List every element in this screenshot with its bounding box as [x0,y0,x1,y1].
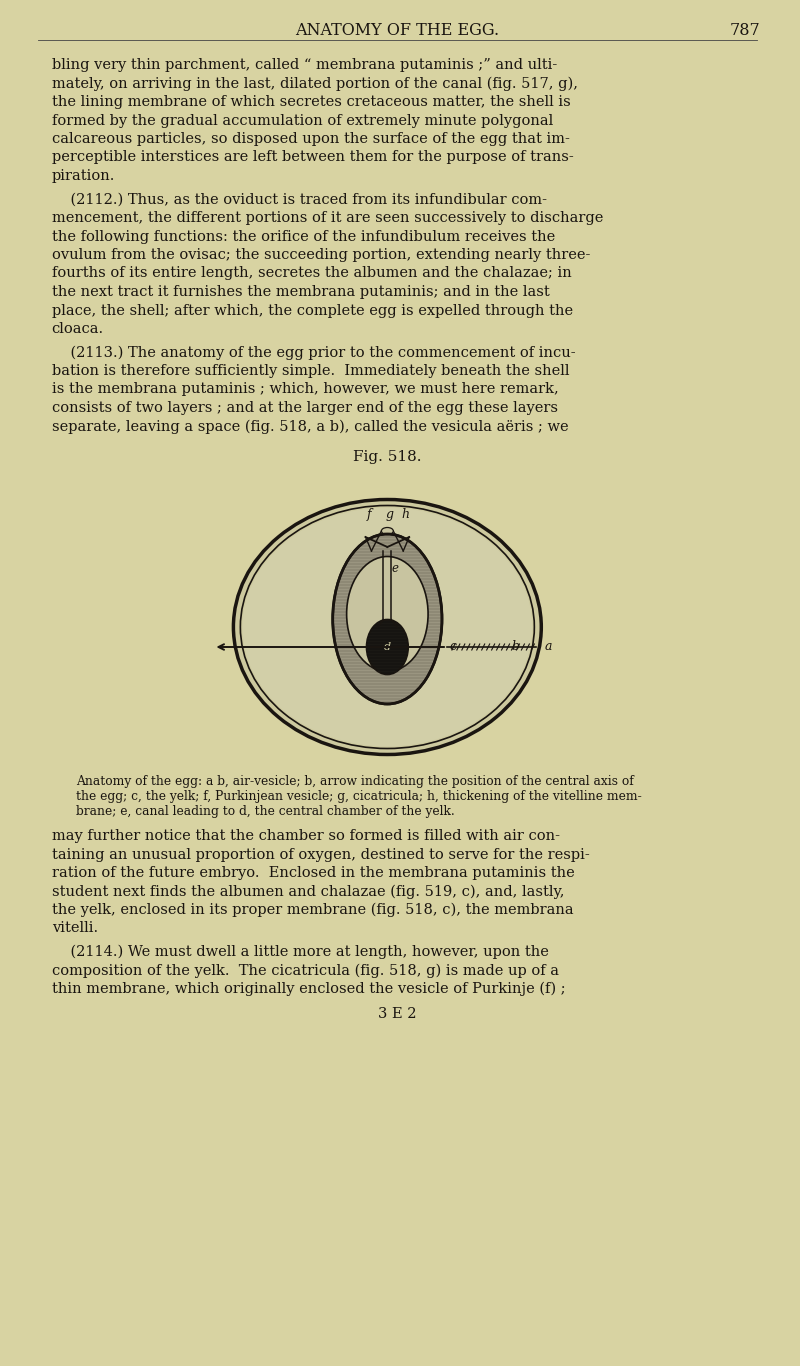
Text: may further notice that the chamber so formed is filled with air con-: may further notice that the chamber so f… [52,829,560,843]
Ellipse shape [333,534,442,703]
Text: b: b [511,641,519,653]
Text: the next tract it furnishes the membrana putaminis; and in the last: the next tract it furnishes the membrana… [52,285,550,299]
Text: the lining membrane of which secretes cretaceous matter, the shell is: the lining membrane of which secretes cr… [52,96,570,109]
Text: e: e [391,563,398,575]
Text: thin membrane, which originally enclosed the vesicle of Purkinje (f) ;: thin membrane, which originally enclosed… [52,982,566,996]
Text: d: d [384,642,391,652]
Text: consists of two layers ; and at the larger end of the egg these layers: consists of two layers ; and at the larg… [52,402,558,415]
Text: the following functions: the orifice of the infundibulum receives the: the following functions: the orifice of … [52,229,555,243]
Ellipse shape [366,620,408,675]
Text: cloaca.: cloaca. [52,322,104,336]
Text: perceptible interstices are left between them for the purpose of trans-: perceptible interstices are left between… [52,150,574,164]
Text: mately, on arriving in the last, dilated portion of the canal (fig. 517, g),: mately, on arriving in the last, dilated… [52,76,578,92]
Text: (2114.) We must dwell a little more at length, however, upon the: (2114.) We must dwell a little more at l… [52,945,549,959]
Text: 3 E 2: 3 E 2 [378,1007,417,1020]
Text: h: h [402,508,410,520]
Text: a: a [544,641,552,653]
Text: brane; e, canal leading to d, the central chamber of the yelk.: brane; e, canal leading to d, the centra… [77,806,455,818]
Text: Fig. 518.: Fig. 518. [353,449,422,464]
Text: (2113.) The anatomy of the egg prior to the commencement of incu-: (2113.) The anatomy of the egg prior to … [52,346,575,359]
Text: student next finds the albumen and chalazae (fig. 519, c), and, lastly,: student next finds the albumen and chala… [52,885,564,899]
Text: bation is therefore sufficiently simple.  Immediately beneath the shell: bation is therefore sufficiently simple.… [52,363,569,378]
Text: ration of the future embryo.  Enclosed in the membrana putaminis the: ration of the future embryo. Enclosed in… [52,866,574,880]
Ellipse shape [234,500,542,754]
Text: formed by the gradual accumulation of extremely minute polygonal: formed by the gradual accumulation of ex… [52,113,553,127]
Text: ovulum from the ovisac; the succeeding portion, extending nearly three-: ovulum from the ovisac; the succeeding p… [52,249,590,262]
Text: (2112.) Thus, as the oviduct is traced from its infundibular com-: (2112.) Thus, as the oviduct is traced f… [52,193,546,206]
Text: composition of the yelk.  The cicatricula (fig. 518, g) is made up of a: composition of the yelk. The cicatricula… [52,963,558,978]
Text: g: g [386,508,394,520]
Text: ANATOMY OF THE EGG.: ANATOMY OF THE EGG. [295,22,499,40]
Text: the yelk, enclosed in its proper membrane (fig. 518, c), the membrana: the yelk, enclosed in its proper membran… [52,903,574,918]
Text: Anatomy of the egg: a b, air-vesicle; b, arrow indicating the position of the ce: Anatomy of the egg: a b, air-vesicle; b,… [77,775,634,788]
Ellipse shape [242,508,532,746]
Text: f: f [367,508,372,520]
Text: vitelli.: vitelli. [52,922,98,936]
Text: c: c [450,641,457,653]
Text: the egg; c, the yelk; f, Purkinjean vesicle; g, cicatricula; h, thickening of th: the egg; c, the yelk; f, Purkinjean vesi… [77,790,642,803]
Text: place, the shell; after which, the complete egg is expelled through the: place, the shell; after which, the compl… [52,303,573,317]
Text: fourths of its entire length, secretes the albumen and the chalazae; in: fourths of its entire length, secretes t… [52,266,571,280]
Text: separate, leaving a space (fig. 518, a b), called the vesicula aëris ; we: separate, leaving a space (fig. 518, a b… [52,419,568,434]
Text: mencement, the different portions of it are seen successively to discharge: mencement, the different portions of it … [52,210,603,225]
Text: calcareous particles, so disposed upon the surface of the egg that im-: calcareous particles, so disposed upon t… [52,133,570,146]
Ellipse shape [382,527,394,534]
Text: is the membrana putaminis ; which, however, we must here remark,: is the membrana putaminis ; which, howev… [52,382,558,396]
Ellipse shape [346,556,428,672]
Text: 787: 787 [730,22,761,40]
Text: piration.: piration. [52,169,115,183]
Text: taining an unusual proportion of oxygen, destined to serve for the respi-: taining an unusual proportion of oxygen,… [52,847,590,862]
Text: bling very thin parchment, called “ membrana putaminis ;” and ulti-: bling very thin parchment, called “ memb… [52,57,557,72]
